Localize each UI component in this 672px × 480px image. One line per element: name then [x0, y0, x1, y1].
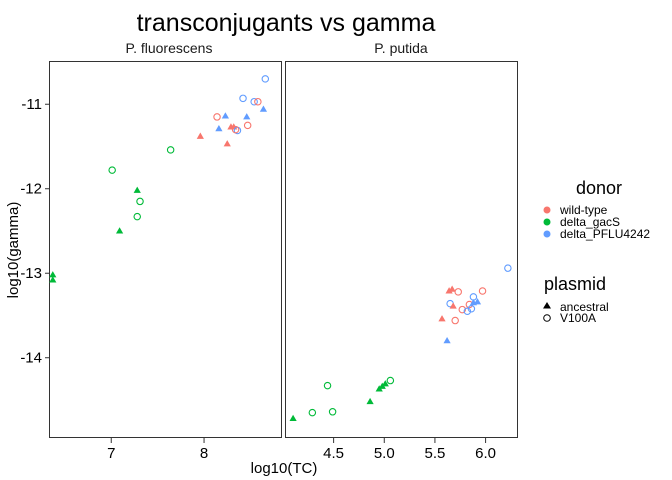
data-point-circle	[133, 212, 141, 221]
legend-donor-key-wild-type	[543, 206, 551, 214]
chart-title: transconjugants vs gamma	[137, 9, 436, 37]
legend-plasmid-label-ancestral: ancestral	[560, 300, 609, 314]
panel-frame-fluorescens	[49, 61, 282, 438]
data-point-triangle	[473, 298, 482, 305]
data-point-triangle	[49, 276, 57, 283]
y-tick-label: -13	[20, 265, 42, 282]
data-point-triangle	[49, 271, 57, 278]
legend-donor: donor wild-type delta_gacS delta_PFLU424…	[543, 178, 650, 241]
data-point-circle	[213, 113, 221, 121]
data-points	[49, 75, 512, 422]
data-point-circle	[463, 307, 472, 316]
x-tick-label: 5.5	[424, 445, 445, 462]
data-point-circle	[261, 75, 270, 83]
x-tick-label: 6.0	[475, 445, 496, 462]
data-point-triangle	[381, 380, 389, 387]
legend-plasmid-key-ancestral	[543, 302, 551, 309]
data-point-triangle	[448, 285, 456, 292]
panel-title-putida: P. putida	[374, 40, 428, 56]
x-tick-label: 8	[200, 445, 208, 462]
data-point-circle	[308, 408, 317, 417]
legend-plasmid-label-V100A: V100A	[560, 311, 596, 325]
legend-donor-key-delta-PFLU4242	[543, 230, 551, 238]
data-point-triangle	[445, 287, 453, 294]
data-point-triangle	[196, 132, 204, 139]
data-point-triangle	[366, 397, 374, 405]
data-point-triangle	[221, 112, 230, 119]
data-point-triangle	[449, 302, 457, 309]
data-point-circle	[239, 94, 247, 103]
x-tick-label: 7	[107, 445, 115, 462]
y-tick-label: -14	[20, 350, 42, 367]
y-axis: -14 -13 -12 -11	[20, 96, 50, 367]
data-point-circle	[243, 121, 252, 130]
data-point-circle	[250, 97, 258, 106]
data-point-circle	[386, 376, 395, 385]
data-point-circle	[231, 125, 240, 134]
data-point-circle	[108, 166, 116, 174]
data-point-triangle	[115, 227, 124, 234]
x-tick-label: 4.5	[323, 445, 344, 462]
x-tick-label: 5.0	[374, 445, 395, 462]
panel-title-fluorescens: P. fluorescens	[126, 40, 213, 56]
data-point-circle	[254, 97, 262, 106]
data-point-triangle	[289, 414, 297, 422]
data-point-circle	[458, 305, 467, 314]
legend-donor-label-wild-type: wild-type	[559, 203, 608, 217]
data-point-circle	[166, 146, 175, 154]
data-point-triangle	[243, 113, 251, 120]
data-point-triangle	[215, 124, 223, 132]
y-axis-label: log10(gamma)	[5, 202, 22, 299]
y-tick-label: -12	[20, 181, 42, 198]
panel-frame-putida	[285, 61, 518, 438]
data-point-circle	[136, 197, 144, 206]
data-point-circle	[467, 304, 476, 313]
data-point-circle	[478, 287, 487, 295]
legend-plasmid-key-V100A	[543, 314, 551, 322]
data-point-circle	[454, 288, 462, 296]
data-point-triangle	[438, 315, 446, 322]
legend-plasmid-title: plasmid	[544, 274, 606, 294]
data-point-circle	[328, 408, 337, 416]
legend-donor-label-delta-gacS: delta_gacS	[560, 215, 620, 229]
data-point-circle	[323, 381, 332, 390]
data-point-triangle	[259, 105, 268, 112]
legend-donor-label-delta-PFLU4242: delta_PFLU4242	[560, 227, 650, 241]
x-axis-label: log10(TC)	[251, 460, 318, 477]
x-axis: 7 8 4.5 5.0 5.5 6.0	[107, 438, 496, 462]
data-point-triangle	[133, 186, 141, 193]
data-point-triangle	[443, 337, 451, 344]
data-point-circle	[451, 316, 459, 325]
legend-donor-title: donor	[576, 178, 622, 198]
legend-plasmid: plasmid ancestral V100A	[543, 274, 609, 325]
y-tick-label: -11	[21, 96, 42, 113]
legend-donor-key-delta-gacS	[543, 218, 551, 226]
data-point-circle	[504, 264, 512, 272]
data-point-triangle	[223, 140, 231, 147]
